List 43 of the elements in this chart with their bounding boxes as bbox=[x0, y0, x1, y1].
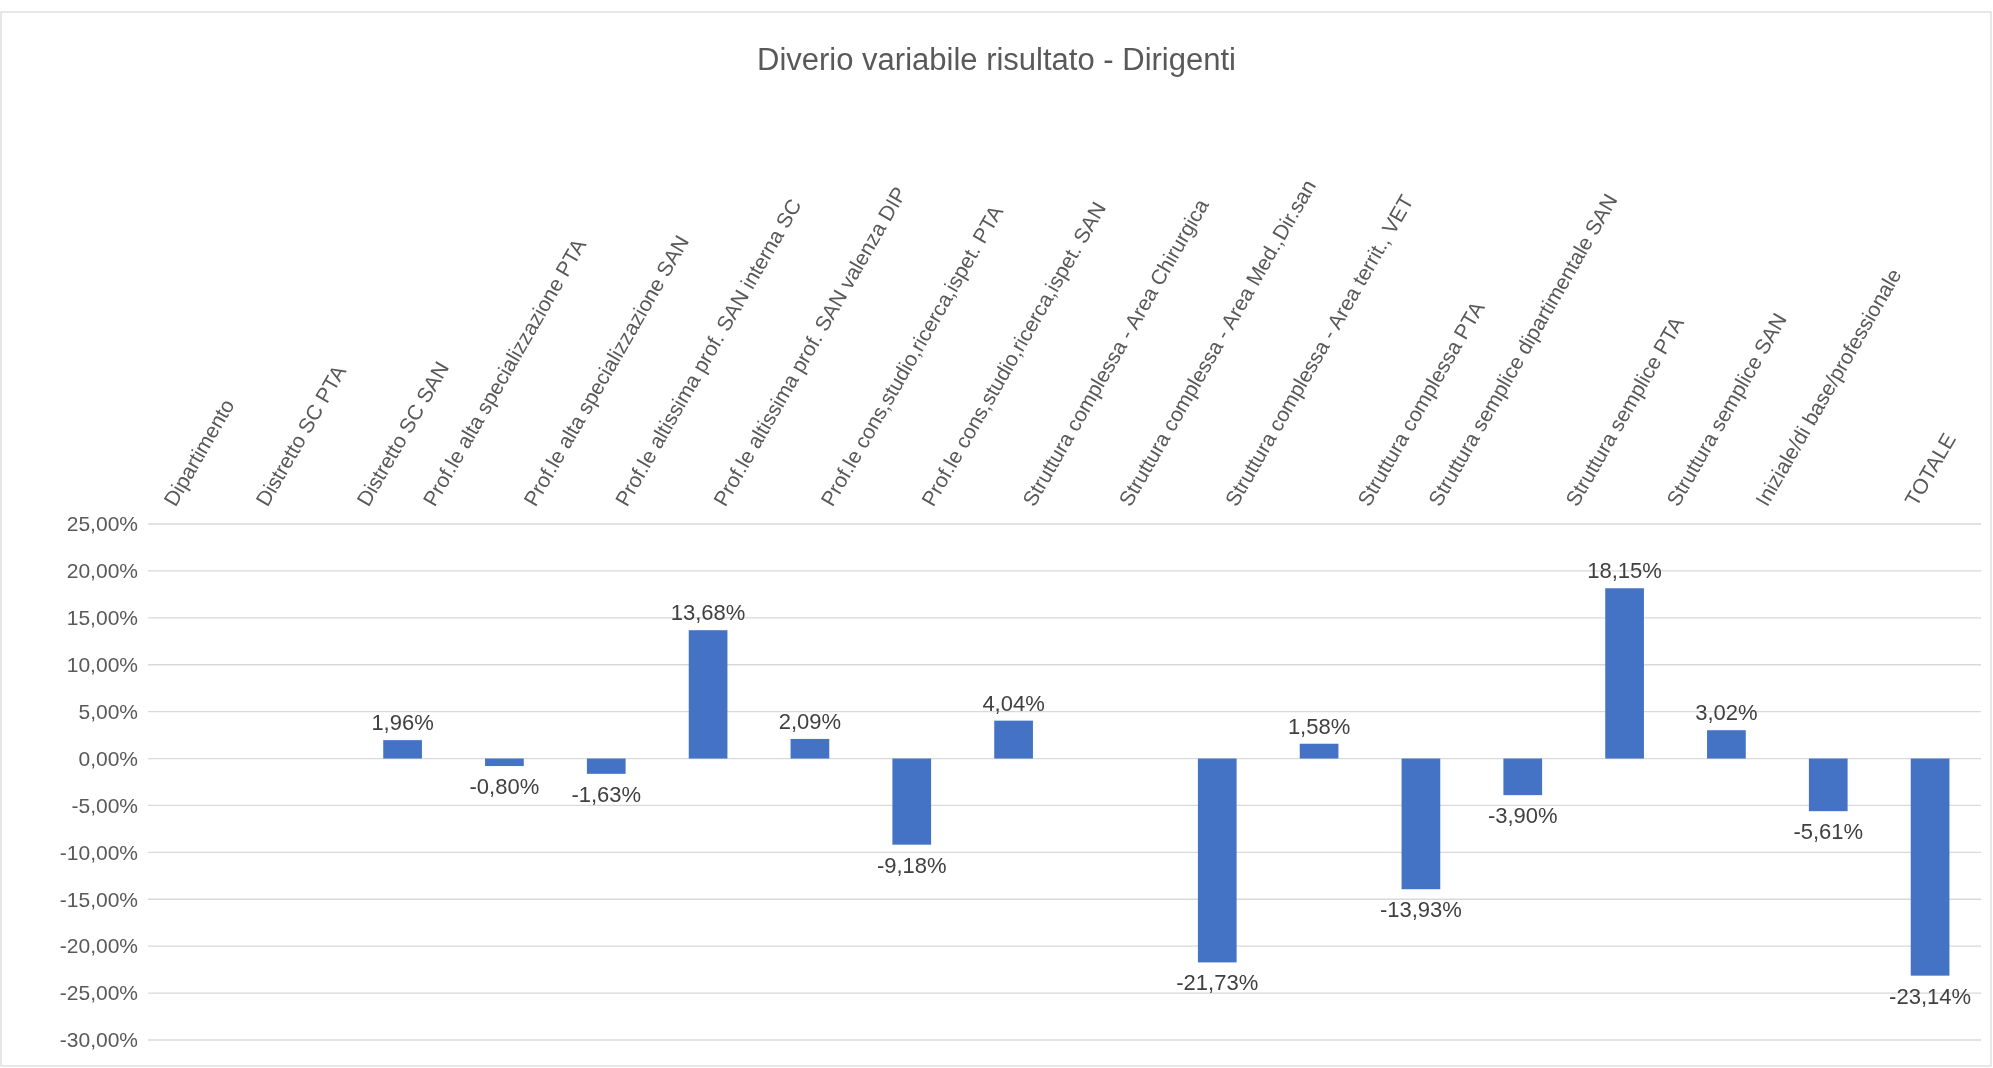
bar bbox=[892, 758, 932, 845]
data-label: -3,90% bbox=[1487, 803, 1558, 829]
y-tick-label: 20,00% bbox=[66, 559, 138, 583]
data-label: 2,09% bbox=[778, 708, 842, 734]
y-tick-label: -15,00% bbox=[59, 887, 138, 911]
data-label: 13,68% bbox=[670, 600, 746, 626]
data-label: 4,04% bbox=[982, 690, 1045, 716]
data-label: -5,61% bbox=[1793, 819, 1864, 845]
bar bbox=[1707, 730, 1746, 759]
data-label: -13,93% bbox=[1379, 897, 1462, 923]
bar bbox=[994, 720, 1033, 759]
y-tick-label: -25,00% bbox=[59, 981, 138, 1005]
y-tick-label: 0,00% bbox=[78, 746, 138, 770]
data-label: -23,14% bbox=[1889, 983, 1972, 1009]
y-tick-label: -10,00% bbox=[59, 840, 138, 864]
chart-title: Diverio variabile risultato - Dirigenti bbox=[757, 42, 1236, 77]
bar bbox=[1197, 758, 1237, 963]
bar bbox=[1808, 758, 1848, 812]
y-tick-label: 10,00% bbox=[66, 652, 138, 676]
bar bbox=[790, 738, 830, 759]
bar bbox=[688, 630, 728, 759]
data-label: 18,15% bbox=[1587, 558, 1662, 584]
data-label: -9,18% bbox=[876, 852, 947, 878]
bar bbox=[1299, 743, 1339, 759]
bar bbox=[1910, 758, 1950, 976]
data-label: -0,80% bbox=[469, 774, 540, 800]
y-tick-label: -5,00% bbox=[71, 793, 138, 817]
bar bbox=[1401, 758, 1441, 890]
bar bbox=[485, 758, 524, 767]
y-tick-label: 25,00% bbox=[66, 512, 138, 536]
bar bbox=[1503, 758, 1543, 796]
data-label: 1,58% bbox=[1287, 713, 1351, 739]
y-tick-label: 5,00% bbox=[78, 699, 138, 723]
y-tick-label: 15,00% bbox=[66, 606, 138, 630]
bar bbox=[586, 758, 626, 774]
data-label: -21,73% bbox=[1176, 970, 1259, 996]
data-label: -1,63% bbox=[571, 781, 642, 807]
bar bbox=[383, 740, 422, 759]
data-label: 1,96% bbox=[371, 710, 434, 736]
bar bbox=[1605, 588, 1644, 759]
data-label: 3,02% bbox=[1695, 700, 1758, 726]
y-tick-label: -30,00% bbox=[59, 1028, 138, 1052]
y-tick-label: -20,00% bbox=[59, 934, 138, 958]
